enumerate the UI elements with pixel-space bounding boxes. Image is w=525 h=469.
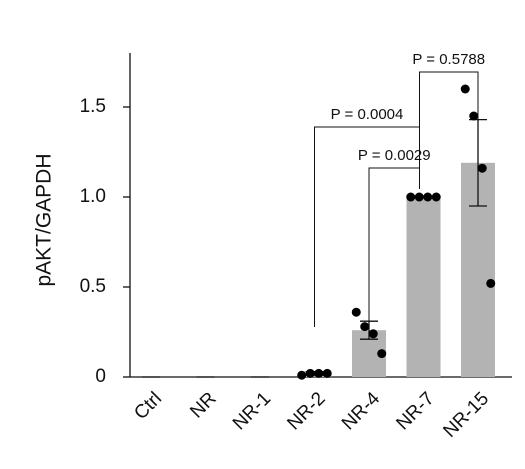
y-axis-label: pAKT/GAPDH <box>33 153 56 286</box>
x-tick-label: NR-4 <box>338 388 385 435</box>
data-point <box>368 329 378 339</box>
data-point <box>477 163 487 173</box>
data-point <box>414 192 424 202</box>
data-point <box>406 192 416 202</box>
y-tick-label: 1.0 <box>80 186 106 207</box>
significance-bracket <box>368 167 420 333</box>
data-point <box>297 370 307 380</box>
data-point <box>377 349 387 359</box>
data-point <box>322 368 332 378</box>
y-tick-label: 0 <box>95 366 106 387</box>
data-point <box>423 192 433 202</box>
p-value-label: P = 0.5788 <box>412 51 485 68</box>
data-point <box>460 84 470 94</box>
x-tick-label: NR-15 <box>439 388 493 442</box>
data-point <box>486 278 496 288</box>
significance-bracket <box>314 126 420 327</box>
data-point <box>469 111 479 121</box>
x-tick-label: NR <box>186 388 220 422</box>
y-tick-label: 0.5 <box>80 276 106 297</box>
bar <box>406 197 441 377</box>
x-tick-label: Ctrl <box>130 388 166 424</box>
p-value-label: P = 0.0029 <box>358 147 431 164</box>
data-point <box>431 192 441 202</box>
data-point <box>351 307 361 317</box>
p-value-label: P = 0.0004 <box>331 106 404 123</box>
y-tick-label: 1.5 <box>80 96 106 117</box>
x-tick-label: NR-1 <box>229 388 275 434</box>
data-point <box>305 368 315 378</box>
significance-bracket <box>419 71 479 128</box>
x-tick-label: NR-2 <box>283 388 329 434</box>
data-point <box>360 322 370 332</box>
data-point <box>314 368 324 378</box>
x-tick-label: NR-7 <box>392 388 438 434</box>
